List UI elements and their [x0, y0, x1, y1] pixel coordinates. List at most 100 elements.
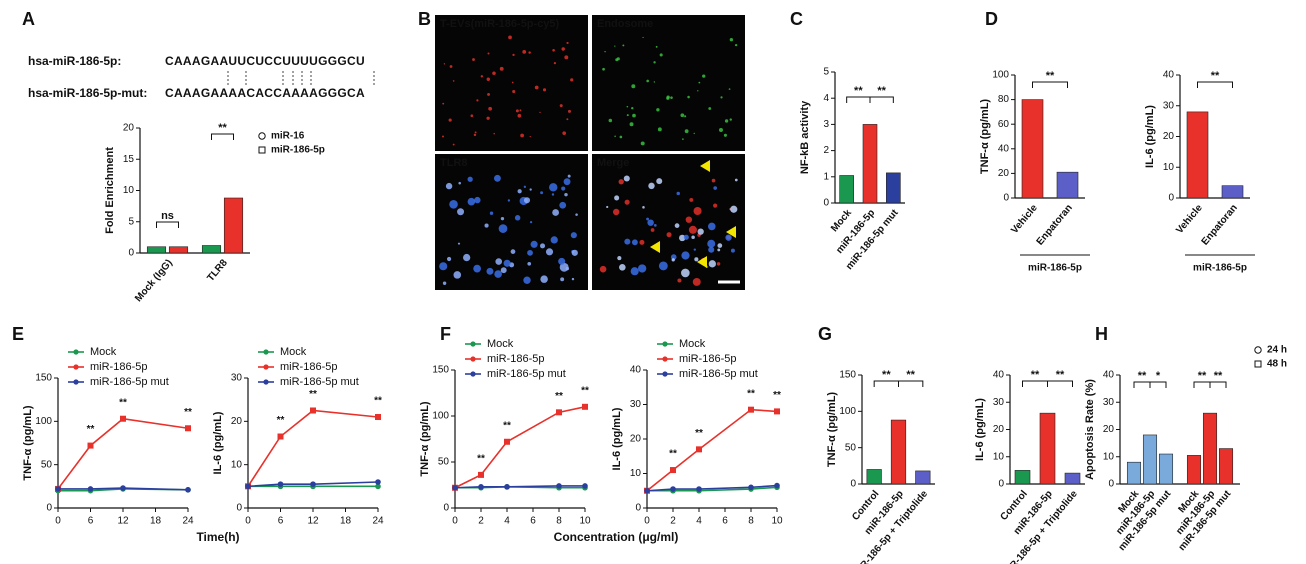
cell-signal [718, 128, 723, 133]
arrowhead [700, 160, 710, 172]
cell-signal [549, 183, 558, 192]
y-axis-label: IL-6 (pg/mL) [974, 398, 986, 461]
cell-signal [503, 259, 511, 267]
cell-signal [457, 208, 465, 216]
cell-signal [680, 113, 685, 118]
cell-signal [614, 135, 616, 138]
legend-label: miR-186-5p [280, 361, 337, 373]
series-line [58, 487, 189, 491]
cell-signal [697, 228, 704, 235]
y-tick-label: 0 [236, 503, 242, 514]
cell-signal [486, 116, 490, 120]
sequence-name: hsa-miR-186-5p-mut: [28, 86, 147, 100]
point [556, 409, 562, 416]
significance-label: ** [87, 424, 95, 435]
cell-signal [453, 271, 462, 279]
panel-label: G [818, 324, 832, 344]
cell-signal [452, 80, 455, 82]
cell-signal [658, 261, 668, 271]
y-tick-label: 0 [128, 248, 134, 259]
cell-signal [604, 50, 606, 53]
cell-signal [677, 278, 682, 283]
cell-signal [487, 52, 490, 55]
cell-signal [499, 66, 504, 71]
significance-bracket [1209, 381, 1227, 388]
cell-signal [629, 122, 634, 127]
cell-signal [639, 239, 645, 245]
cell-signal [681, 251, 690, 260]
cell-signal [512, 89, 516, 94]
legend-marker [258, 146, 266, 154]
significance-bracket [898, 380, 924, 387]
panel-label: C [790, 9, 803, 29]
cell-signal [495, 258, 503, 265]
cell-signal [617, 256, 622, 261]
cell-signal [561, 186, 566, 191]
cell-signal [653, 81, 656, 83]
micrograph [592, 154, 745, 290]
cell-signal [567, 109, 571, 113]
significance-label: ** [773, 390, 781, 401]
significance-label: ** [477, 454, 485, 465]
panel-label: F [440, 324, 451, 344]
panel-label: H [1095, 324, 1108, 344]
cell-signal [542, 88, 547, 92]
y-tick-label: 0 [46, 503, 52, 514]
bar [1126, 461, 1142, 485]
bar [1218, 448, 1234, 485]
series-line [247, 409, 379, 487]
y-tick-label: 0 [1108, 479, 1114, 490]
x-tick-label: 10 [771, 516, 783, 527]
cell-signal [530, 240, 538, 248]
legend-label: miR-186-5p [271, 145, 325, 156]
cell-signal [646, 217, 650, 221]
y-tick-label: 30 [993, 397, 1005, 408]
cell-signal [619, 263, 626, 271]
arrowhead [650, 241, 660, 253]
cell-signal [558, 257, 566, 265]
y-tick-label: 10 [1163, 162, 1175, 173]
cell-signal [685, 216, 693, 223]
cell-signal [729, 118, 732, 121]
cell-signal [474, 131, 477, 134]
y-tick-label: 40 [1103, 370, 1115, 381]
cell-signal [514, 215, 521, 221]
significance-label: ** [374, 396, 382, 407]
y-tick-label: 100 [992, 70, 1009, 81]
cell-signal [494, 174, 501, 182]
point [748, 484, 754, 491]
cell-signal [676, 191, 680, 196]
significance-label: ** [503, 420, 511, 431]
cell-signal [527, 249, 533, 256]
cell-signal [682, 138, 684, 141]
x-tick-label: 24 [182, 516, 194, 527]
point [120, 485, 126, 491]
bar [223, 197, 244, 254]
bar [886, 172, 901, 204]
series-line [247, 481, 379, 488]
cell-signal [619, 135, 623, 139]
y-tick-label: 60 [998, 119, 1010, 130]
bar [866, 469, 882, 485]
significance-bracket [1032, 81, 1068, 88]
cell-signal [540, 275, 548, 283]
group-label: miR-186-5p [1193, 263, 1247, 274]
cell-signal [508, 35, 512, 40]
cell-signal [713, 203, 718, 208]
cell-signal [567, 174, 571, 178]
legend-marker [470, 371, 476, 377]
x-tick-label: 10 [579, 516, 591, 527]
point [582, 403, 588, 410]
cell-signal [512, 53, 515, 57]
group-label: miR-186-5p [1028, 263, 1082, 274]
cell-signal [458, 181, 461, 185]
y-tick-label: 30 [1163, 100, 1175, 111]
x-tick-label: 2 [478, 516, 484, 527]
cell-signal [523, 276, 531, 284]
point [556, 483, 562, 489]
series-line [454, 406, 586, 489]
cell-signal [606, 205, 609, 209]
x-tick-label: Vehicle [1009, 202, 1040, 236]
point [670, 486, 676, 492]
cell-signal [534, 85, 539, 90]
